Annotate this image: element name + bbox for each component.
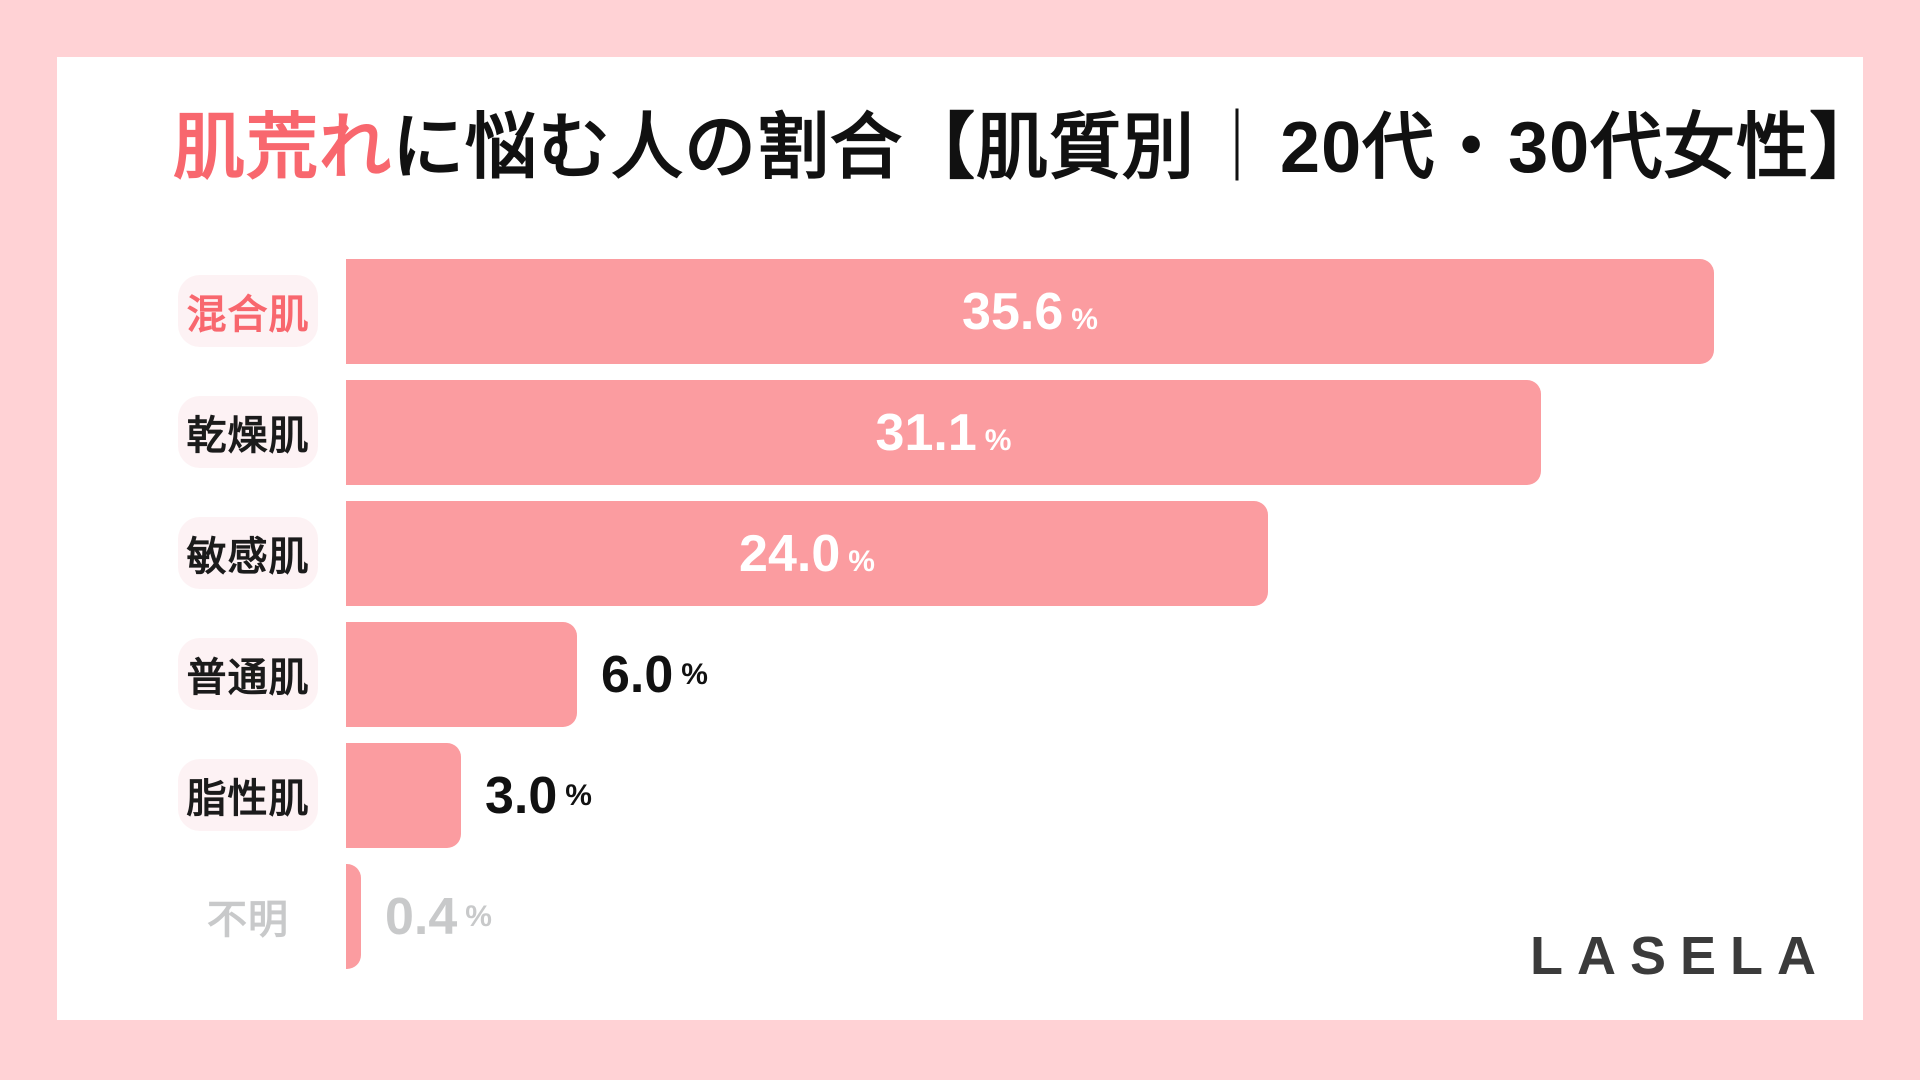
bar [346,743,461,848]
title-tail: 20代・30代女性】 [1280,108,1883,188]
category-label-pill: 混合肌 [178,275,318,347]
category-label-pill: 脂性肌 [178,759,318,831]
page-title: 肌荒れに悩む人の割合【肌質別｜20代・30代女性】 [173,107,1882,190]
category-label-pill: 敏感肌 [178,517,318,589]
infographic-card: 肌荒れに悩む人の割合【肌質別｜20代・30代女性】 混合肌 35.6% 乾燥肌 … [57,57,1881,1020]
value-label: 31.1% [875,403,1012,462]
category-label-pill: 不明 [178,880,318,952]
category-label: 敏感肌 [186,535,310,579]
bar [346,864,361,969]
chart-row: 混合肌 35.6% [57,259,1863,364]
title-middle: に悩む人の割合【肌質別 [392,108,1196,188]
chart-row: 普通肌 6.0% [57,622,1863,727]
category-label-pill: 乾燥肌 [178,396,318,468]
category-label: 普通肌 [186,656,310,700]
category-label-pill: 普通肌 [178,638,318,710]
category-label: 脂性肌 [186,777,310,821]
lasela-logo: LASELA [1530,926,1830,986]
bar: 24.0% [346,501,1268,606]
bar-chart: 混合肌 35.6% 乾燥肌 31.1% 敏感肌 24.0% 普通肌 6.0% 脂… [57,259,1863,985]
bar [346,622,577,727]
value-label: 24.0% [739,524,875,583]
value-label: 35.6% [962,282,1098,341]
category-label: 不明 [207,898,289,942]
bar: 31.1% [346,380,1541,485]
chart-row: 乾燥肌 31.1% [57,380,1863,485]
value-label: 3.0% [485,766,592,825]
chart-row: 敏感肌 24.0% [57,501,1863,606]
bar: 35.6% [346,259,1714,364]
category-label: 乾燥肌 [186,414,310,458]
value-label: 6.0% [601,645,708,704]
title-divider: ｜ [1201,108,1275,188]
value-label: 0.4% [385,887,492,946]
title-highlight: 肌荒れ [173,108,393,188]
chart-row: 脂性肌 3.0% [57,743,1863,848]
category-label: 混合肌 [186,293,310,337]
chart-row: 不明 0.4% [57,864,1863,969]
